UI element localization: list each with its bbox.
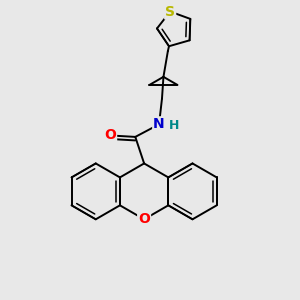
Text: H: H [169,119,179,132]
Text: O: O [138,212,150,226]
Text: N: N [153,117,165,131]
Text: O: O [104,128,116,142]
Text: S: S [165,4,175,19]
